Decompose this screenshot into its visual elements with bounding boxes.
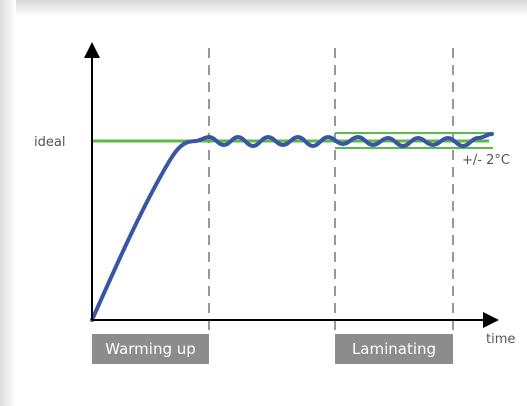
left-shadow-edge [0,0,16,406]
top-shadow-edge [0,0,527,16]
phase-label-laminating: Laminating [352,340,436,358]
ideal-label: ideal [34,135,65,150]
time-axis-label: time [486,332,515,347]
tolerance-label: +/- 2°C [462,153,510,168]
phase-box-laminating [335,334,453,364]
temperature-curve [90,132,494,322]
phase-label-warming-up: Warming up [105,340,196,358]
phase-box-warming-up [92,334,209,364]
